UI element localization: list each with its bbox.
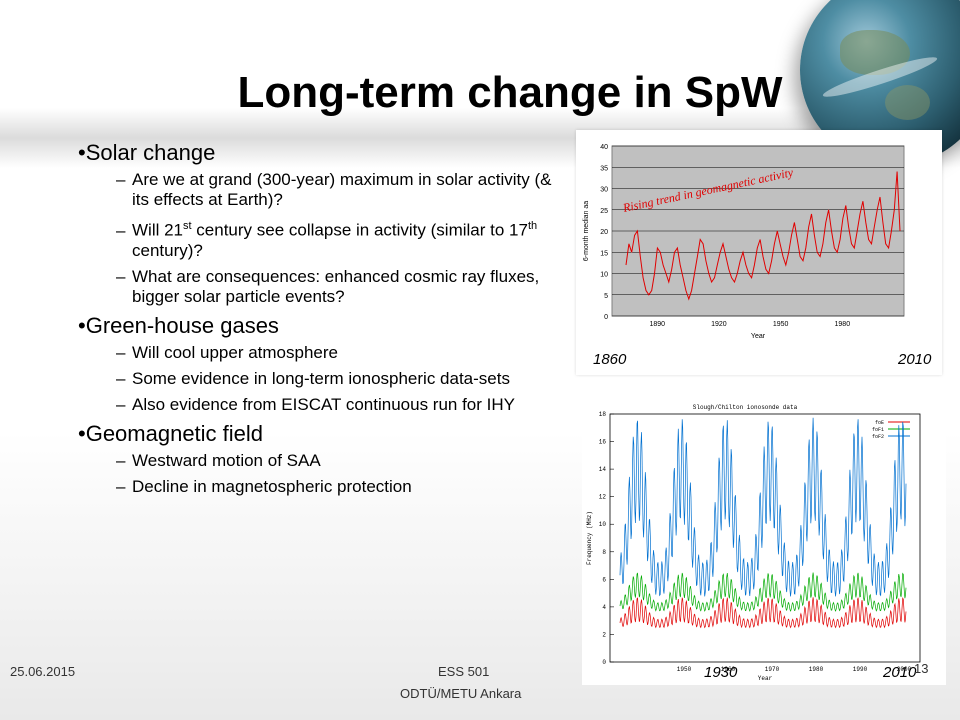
- iono-y-tick-label: 0: [602, 659, 606, 666]
- page-number: 13: [914, 661, 929, 676]
- bullet-solar-item: What are consequences: enhanced cosmic r…: [116, 267, 558, 307]
- iono-x-tick-label: 1950: [677, 666, 692, 673]
- aa-y-tick-label: 5: [604, 293, 608, 300]
- iono-y-axis-label: Frequency (MHz): [586, 511, 593, 565]
- aa-x-tick-label: 1980: [835, 321, 851, 328]
- aa-y-tick-label: 40: [600, 144, 608, 151]
- iono-x-tick-label: 1980: [809, 666, 824, 673]
- aa-x-tick-label: 1890: [649, 321, 665, 328]
- footer-course: ESS 501: [438, 664, 490, 679]
- iono-x-tick-label: 1960: [721, 666, 736, 673]
- aa-y-tick-label: 20: [600, 229, 608, 236]
- iono-y-tick-label: 8: [602, 549, 606, 556]
- iono-y-tick-label: 14: [599, 466, 607, 473]
- bullet-solar-item: Will 21st century see collapse in activi…: [116, 216, 558, 261]
- iono-legend-label: foF1: [872, 427, 884, 433]
- bullet-solar-heading: Solar change: [78, 140, 558, 166]
- bullet-greenhouse-item: Also evidence from EISCAT continuous run…: [116, 395, 558, 415]
- aa-index-chart-svg: 0 5 10 15 20 25 30 35 40 1890 1920 1950 1980 Year 6-mo…: [583, 144, 905, 340]
- aa-y-axis-label: 6-month median aa: [583, 201, 590, 261]
- iono-legend-label: foF2: [872, 434, 884, 440]
- iono-title: Slough/Chilton ionosonde data: [693, 404, 798, 411]
- aa-x-axis-label: Year: [751, 333, 766, 340]
- aa-x-tick-label: 1950: [773, 321, 789, 328]
- iono-x-axis-label: Year: [758, 675, 773, 682]
- aa-y-tick-label: 25: [600, 208, 608, 215]
- iono-legend-label: foE: [875, 420, 884, 426]
- ionosonde-start-year-label: 1930: [704, 664, 738, 681]
- iono-y-tick-label: 2: [602, 631, 606, 638]
- aa-x-tick-label: 1920: [711, 321, 727, 328]
- iono-y-tick-label: 16: [599, 439, 607, 446]
- bullet-greenhouse-item: Some evidence in long-term ionospheric d…: [116, 369, 558, 389]
- iono-y-tick-label: 12: [599, 494, 607, 501]
- iono-series-fof1: [619, 572, 907, 612]
- aa-start-year-label: 1860: [593, 351, 627, 368]
- slide-title: Long-term change in SpW: [237, 68, 783, 117]
- bullet-greenhouse-heading: Green-house gases: [78, 313, 558, 339]
- aa-index-chart: 0 5 10 15 20 25 30 35 40 1890 1920 1950 1980 Year 6-mo…: [576, 130, 942, 375]
- aa-y-tick-label: 15: [600, 250, 608, 257]
- bullet-list: Solar change Are we at grand (300-year) …: [78, 140, 558, 503]
- footer-institution: ODTÜ/METU Ankara: [400, 686, 522, 701]
- bullet-geomag-item: Decline in magnetospheric protection: [116, 477, 558, 497]
- iono-series-fof2: [619, 417, 907, 597]
- aa-y-tick-label: 10: [600, 272, 608, 279]
- footer-date: 25.06.2015: [10, 664, 76, 679]
- bullet-geomag-item: Westward motion of SAA: [116, 451, 558, 471]
- aa-y-tick-label: 30: [600, 187, 608, 194]
- iono-x-tick-label: 1990: [853, 666, 868, 673]
- aa-end-year-label: 2010: [898, 351, 932, 368]
- iono-y-tick-label: 6: [602, 576, 606, 583]
- bullet-solar-item: Are we at grand (300-year) maximum in so…: [116, 170, 558, 210]
- iono-x-tick-label: 2000: [897, 666, 912, 673]
- ionosonde-chart: Slough/Chilton ionosonde data 0 2 4 6 8 10 12 14…: [582, 400, 946, 685]
- bullet-geomag-heading: Geomagnetic field: [78, 421, 558, 447]
- iono-y-tick-label: 4: [602, 604, 606, 611]
- aa-series-line: [625, 171, 901, 301]
- ionosonde-end-year-label: 2010: [883, 664, 917, 681]
- iono-series-foe: [619, 597, 907, 629]
- ionosonde-chart-svg: Slough/Chilton ionosonde data 0 2 4 6 8 10 12 14…: [586, 404, 921, 682]
- bullet-greenhouse-item: Will cool upper atmosphere: [116, 343, 558, 363]
- iono-y-tick-label: 10: [599, 521, 607, 528]
- aa-y-tick-label: 0: [604, 314, 608, 321]
- iono-y-tick-label: 18: [599, 411, 607, 418]
- iono-x-tick-label: 1970: [765, 666, 780, 673]
- aa-y-tick-label: 35: [600, 165, 608, 172]
